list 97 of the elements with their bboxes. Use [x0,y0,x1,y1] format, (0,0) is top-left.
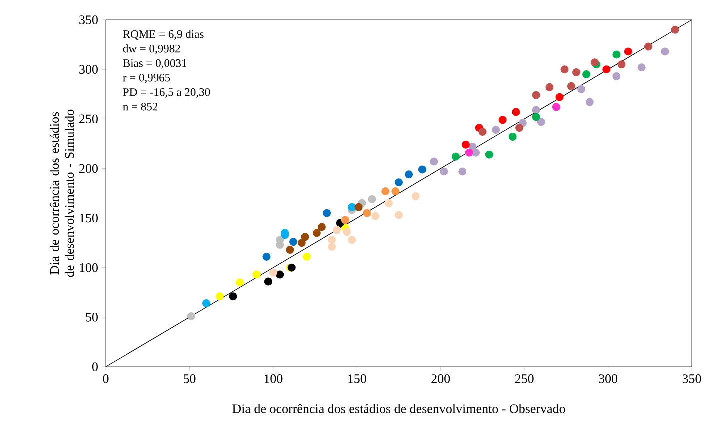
point [508,132,517,141]
point [661,48,670,56]
x-tick-label: 350 [682,374,702,384]
annotation: Bias = 0,0031 [123,59,187,69]
point [298,239,306,248]
y-tick-label: 0 [92,362,98,372]
point [560,66,569,74]
point [372,212,380,220]
point [286,246,294,254]
point [602,66,611,74]
point [276,270,284,279]
point [478,128,487,136]
point [458,168,467,176]
point [348,203,356,212]
point [343,228,352,236]
point [552,103,560,112]
point [269,268,278,277]
point [384,199,393,208]
point [368,195,376,204]
point [618,60,626,69]
point [498,116,507,124]
point [556,93,564,102]
x-tick-label: 50 [184,374,196,384]
x-tick-label: 200 [432,374,450,384]
y-tick-label: 250 [80,114,98,124]
point [537,118,546,126]
annotation: RQME = 6,9 dias [123,30,204,40]
x-tick-label: 300 [599,374,618,384]
x-axis-title: Dia de ocorrência dos estádios de desenvolvimento - Observado [232,404,566,414]
point [328,243,336,252]
annotation: dw = 0,9982 [123,44,180,54]
point [546,83,554,92]
point [644,42,652,51]
point [216,292,224,301]
point [301,233,310,242]
point [354,203,363,212]
y-axis-title: Dia de ocorrência dos estádios de desenvolvimento - Simulado [50,110,74,278]
point [392,188,400,196]
point [532,91,540,100]
point [341,216,350,224]
point [328,236,336,244]
point [582,70,591,79]
point [624,48,632,56]
y-tick-label: 200 [80,164,98,174]
y-tick-label: 100 [80,263,98,272]
point [290,238,298,246]
point [612,72,621,81]
point [382,188,390,196]
point [395,211,404,220]
point [440,168,448,176]
point [485,150,494,159]
point [405,170,414,179]
point [516,124,524,132]
point [202,300,210,308]
x-tick-label: 150 [348,374,366,384]
point [472,148,480,157]
annotation: r = 0,9965 [123,74,170,84]
point [671,26,680,34]
point [465,148,474,157]
x-tick-label: 0 [103,374,109,384]
point [412,192,420,200]
y-tick-label: 300 [80,65,98,74]
point [262,252,271,261]
point [302,252,311,261]
point [532,106,540,114]
y-tick-label: 150 [80,214,98,223]
point [418,166,426,174]
annotation: n = 852 [123,102,158,111]
annotation: PD = -16,5 a 20,30 [123,88,210,98]
point [638,64,646,72]
point [572,68,580,77]
point [586,98,594,106]
point [187,312,196,320]
point [462,140,470,149]
x-tick-label: 100 [264,374,283,384]
point [567,82,576,90]
y-tick-label: 350 [80,16,98,24]
point [318,223,326,232]
point [264,278,272,286]
point [312,229,321,238]
point [512,108,520,116]
point [363,209,372,218]
point [236,278,244,287]
point [323,209,332,218]
point [492,126,500,134]
point [348,236,356,244]
point [229,292,238,301]
point [612,50,621,59]
point [578,85,586,94]
y-tick-label: 50 [86,313,98,322]
point [452,152,460,161]
point [252,270,261,279]
point [532,113,540,122]
point [430,158,438,166]
point [395,178,404,187]
point [333,226,342,234]
x-tick-label: 250 [515,374,534,384]
